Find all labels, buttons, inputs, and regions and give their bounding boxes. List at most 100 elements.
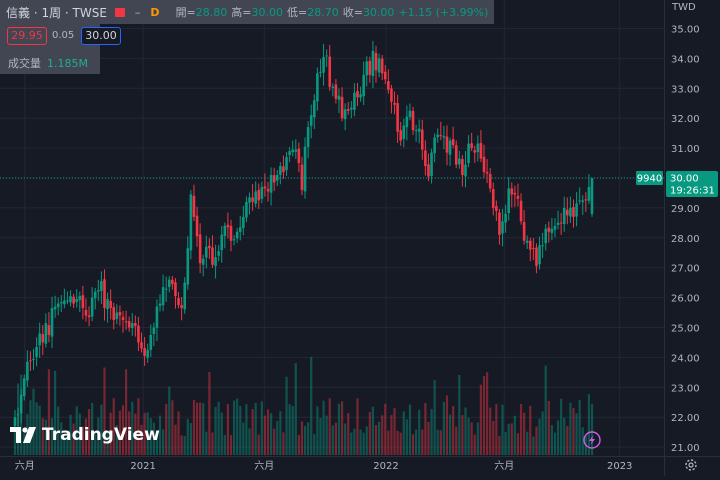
volume-bar — [69, 414, 72, 455]
x-tick-label: 六月 — [254, 460, 274, 472]
candle-body — [516, 195, 520, 199]
volume-bar — [291, 406, 294, 455]
volume-bar — [476, 422, 479, 455]
candle-body — [470, 143, 473, 149]
candle-body — [383, 71, 387, 80]
volume-bar — [519, 403, 523, 455]
candle-body — [291, 149, 295, 153]
symbol-title[interactable]: 信義 · 1周 · TWSE — [6, 5, 107, 20]
volume-bar — [445, 395, 449, 455]
candle-body — [13, 417, 17, 427]
volume-bar — [257, 434, 260, 455]
volume-bar — [94, 432, 97, 455]
market-status-flag-icon[interactable] — [114, 7, 125, 17]
volume-bar — [149, 418, 152, 455]
volume-bar — [106, 432, 109, 455]
candle-body — [282, 166, 285, 173]
candle-body — [130, 323, 134, 329]
candle-body — [155, 306, 159, 328]
volume-bar — [195, 402, 199, 455]
volume-bar — [553, 432, 557, 455]
candle-body — [343, 109, 347, 120]
candle-body — [272, 175, 276, 183]
candle-body — [458, 158, 461, 165]
candle-body — [38, 333, 41, 346]
candle-body — [41, 334, 45, 343]
volume-bar — [174, 424, 177, 455]
candle-body — [473, 150, 477, 153]
volume-bar — [57, 406, 60, 455]
sell-button[interactable]: 29.95 — [7, 27, 47, 45]
settings-gear-icon[interactable] — [684, 458, 698, 472]
volume-bar — [572, 407, 575, 455]
volume-bar — [220, 412, 223, 455]
x-tick-label: 六月 — [15, 460, 35, 472]
volume-bar — [63, 435, 66, 455]
volume-bar — [115, 425, 118, 455]
candle-body — [578, 200, 581, 202]
volume-bar — [180, 435, 183, 455]
volume-bar — [550, 425, 553, 455]
volume-bar — [479, 384, 483, 455]
volume-bar — [501, 404, 504, 455]
volume-bar — [377, 421, 381, 455]
candle-body — [448, 140, 452, 155]
candle-body — [66, 300, 69, 302]
volume-bar — [87, 409, 91, 455]
candle-body — [359, 94, 362, 98]
volume-bar — [516, 433, 520, 455]
volume-bar — [146, 412, 149, 455]
candle-body — [356, 91, 359, 98]
volume-bar — [239, 405, 242, 455]
minus-icon[interactable]: – — [134, 5, 141, 19]
volume-bar — [328, 398, 331, 455]
volume-bar — [331, 425, 334, 455]
candle-body — [223, 225, 227, 236]
candle-body — [522, 221, 526, 241]
volume-bar — [337, 403, 341, 455]
buy-button[interactable]: 30.00 — [81, 27, 121, 45]
candle-body — [488, 173, 492, 189]
candle-body — [322, 56, 325, 73]
volume-bar — [510, 423, 513, 455]
volume-bar — [347, 413, 350, 455]
volume-bar — [32, 388, 35, 455]
candle-body — [134, 323, 137, 327]
candle-body — [127, 321, 131, 328]
price-tag-value: 30.00 — [670, 174, 699, 185]
candle-body — [390, 88, 393, 102]
candle-body — [121, 316, 125, 321]
volume-bar — [560, 398, 563, 455]
candle-body — [78, 296, 82, 301]
candle-body — [581, 200, 585, 203]
candle-body — [498, 212, 501, 235]
candle-body — [402, 125, 406, 139]
candle-body — [325, 55, 328, 57]
candle-body — [29, 360, 32, 362]
volume-bar — [297, 434, 300, 455]
volume-bar — [13, 431, 17, 455]
volume-bar — [35, 402, 38, 455]
candle-body — [72, 296, 75, 304]
volume-label: 成交量 — [8, 57, 41, 70]
candle-body — [214, 257, 217, 266]
candle-body — [158, 303, 162, 306]
candle-body — [260, 186, 264, 199]
symbol-legend: 信義 · 1周 · TWSE – D 開= 28.80 高= 30.00 低= 28.… — [0, 0, 495, 24]
volume-bar — [266, 409, 270, 455]
candle-body — [124, 321, 128, 323]
data-source-icon[interactable]: D — [150, 5, 160, 19]
candle-body — [35, 346, 38, 357]
candle-body — [229, 225, 233, 241]
volume-bar — [344, 423, 347, 455]
tradingview-logo[interactable]: TradingView — [10, 424, 160, 446]
candle-body — [587, 186, 591, 201]
volume-bar — [186, 419, 189, 455]
candle-body — [235, 231, 239, 239]
candle-body — [93, 291, 97, 299]
volume-bar — [91, 402, 94, 455]
candle-body — [198, 234, 202, 264]
currency-button[interactable]: TWD — [672, 2, 696, 13]
